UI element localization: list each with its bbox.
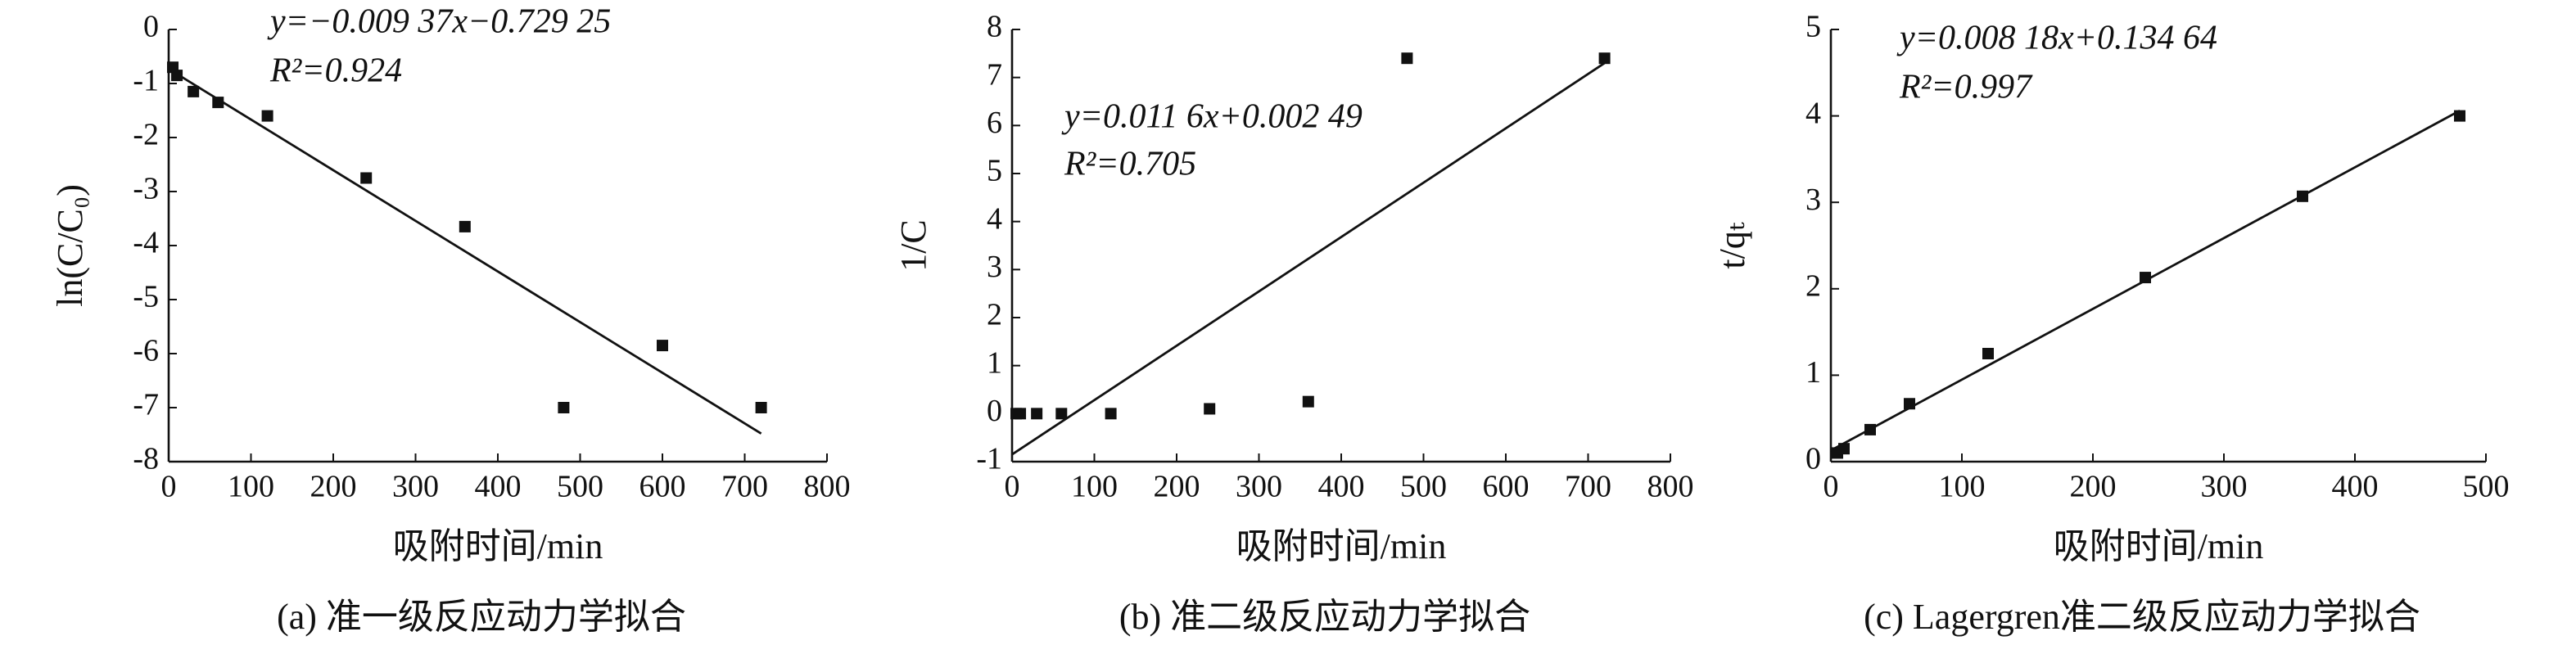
y-tick-label: -5	[133, 280, 159, 314]
y-tick-label: 3	[987, 250, 1002, 284]
x-tick-label: 600	[1483, 470, 1530, 504]
y-tick-label: 3	[1805, 183, 1821, 217]
caption: (b) 准二级反应动力学拟合	[1119, 597, 1530, 637]
y-tick-label: -2	[133, 118, 159, 152]
y-tick-label: 0	[987, 394, 1002, 428]
caption: (c) Lagergren准二级反应动力学拟合	[1864, 597, 2420, 637]
x-tick-label: 400	[2332, 470, 2379, 504]
data-point	[212, 97, 224, 109]
data-point	[1105, 408, 1117, 420]
x-tick-label: 300	[2201, 470, 2248, 504]
data-point	[1838, 443, 1850, 455]
data-point	[558, 402, 570, 413]
annotation: R²=0.705	[1064, 146, 1196, 183]
y-tick-label: 5	[1805, 10, 1821, 44]
annotation: y=0.011 6x+0.002 49	[1061, 98, 1363, 136]
x-tick-label: 500	[2463, 470, 2510, 504]
data-point	[1401, 52, 1413, 65]
x-tick-label: 500	[1400, 470, 1447, 504]
data-point	[2140, 272, 2151, 284]
x-tick-label: 200	[310, 470, 357, 504]
data-point	[188, 85, 200, 97]
fit-line	[1011, 61, 1606, 456]
caption: (a) 准一级反应动力学拟合	[277, 597, 686, 637]
y-tick-label: 4	[1805, 96, 1821, 130]
x-tick-label: 800	[804, 470, 851, 504]
x-tick-label: 100	[1071, 470, 1118, 504]
y-tick-label: 1	[1805, 355, 1821, 390]
data-point	[657, 340, 668, 352]
y-axis-label: t/qₜ	[1712, 222, 1752, 268]
x-tick-label: 300	[392, 470, 439, 504]
annotation: y=−0.009 37x−0.729 25	[267, 3, 611, 41]
annotation: R²=0.924	[269, 52, 402, 90]
data-point	[1864, 423, 1876, 435]
x-tick-label: 700	[721, 470, 768, 504]
data-point	[2297, 190, 2308, 202]
y-tick-label: 8	[987, 10, 1002, 44]
data-point	[1982, 348, 1994, 359]
x-tick-label: 400	[1318, 470, 1365, 504]
y-tick-label: -6	[133, 334, 159, 368]
x-tick-label: 0	[1824, 470, 1839, 504]
x-tick-label: 500	[557, 470, 603, 504]
data-point	[1204, 403, 1216, 415]
annotation: y=0.008 18x+0.134 64	[1896, 20, 2217, 57]
y-tick-label: 5	[987, 154, 1002, 188]
y-tick-label: 4	[987, 201, 1002, 236]
y-tick-label: -3	[133, 172, 159, 206]
x-axis-label: 吸附时间/min	[393, 526, 603, 566]
data-point	[1904, 398, 1915, 410]
y-tick-label: 0	[143, 10, 159, 44]
data-point	[2454, 110, 2465, 122]
x-tick-label: 800	[1647, 470, 1694, 504]
x-tick-label: 700	[1565, 470, 1611, 504]
data-point	[1015, 408, 1027, 420]
y-tick-label: 2	[987, 298, 1002, 332]
data-point	[1302, 395, 1314, 408]
x-tick-label: 0	[161, 470, 177, 504]
y-tick-label: -1	[133, 64, 159, 98]
y-tick-label: -8	[133, 442, 159, 476]
data-point	[261, 110, 273, 122]
data-point	[1598, 52, 1611, 65]
data-point	[171, 70, 183, 82]
x-axis-label: 吸附时间/min	[2054, 526, 2264, 566]
y-tick-label: 2	[1805, 269, 1821, 304]
data-point	[459, 220, 471, 232]
data-point	[1031, 408, 1043, 420]
y-tick-label: 6	[987, 106, 1002, 140]
y-axis-label: 1/C	[893, 219, 933, 272]
y-tick-label: -4	[133, 226, 159, 260]
x-tick-label: 200	[2070, 470, 2117, 504]
annotation: R²=0.997	[1899, 69, 2033, 106]
y-tick-label: 1	[987, 345, 1002, 380]
y-tick-label: 7	[987, 57, 1002, 92]
x-tick-label: 600	[639, 470, 686, 504]
y-tick-label: 0	[1805, 442, 1821, 476]
x-tick-label: 100	[228, 470, 274, 504]
y-axis-label: ln(C/C₀)	[50, 184, 90, 307]
fit-line	[168, 67, 762, 435]
data-point	[1055, 408, 1068, 420]
x-tick-label: 300	[1236, 470, 1282, 504]
data-point	[755, 402, 767, 413]
x-tick-label: 200	[1154, 470, 1200, 504]
x-tick-label: 100	[1939, 470, 1986, 504]
y-tick-label: -1	[976, 442, 1002, 476]
x-tick-label: 400	[475, 470, 522, 504]
x-axis-label: 吸附时间/min	[1236, 526, 1447, 566]
data-point	[360, 172, 373, 184]
x-tick-label: 0	[1005, 470, 1020, 504]
y-tick-label: -7	[133, 388, 159, 422]
